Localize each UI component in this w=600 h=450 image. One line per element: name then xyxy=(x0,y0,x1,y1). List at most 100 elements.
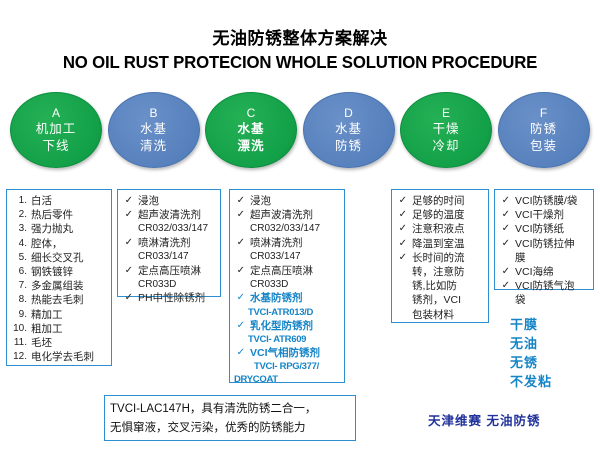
page-title-chinese: 无油防锈整体方案解决 xyxy=(212,29,388,48)
list-item: ✓ 长时间的流 xyxy=(396,251,485,265)
check-icon: ✓ xyxy=(124,195,133,206)
list-item-number: 3. xyxy=(18,223,27,235)
list-item: 10. 粗加工 xyxy=(11,322,108,336)
check-icon: ✓ xyxy=(236,292,245,304)
flow-node-letter: B xyxy=(149,105,158,120)
list-item-label: 喷淋清洗剂 xyxy=(138,236,191,249)
list-item-label: 长时间的流 xyxy=(412,251,465,264)
flow-node-letter: C xyxy=(246,105,256,120)
check-icon: ✓ xyxy=(501,209,510,221)
list-item-product-code: TVCI-ATR013/D xyxy=(248,306,314,318)
list-item-label: 乳化型防锈剂 xyxy=(250,319,313,332)
list-item-number: 6. xyxy=(18,266,27,278)
list-item: ✓ 足够的温度 xyxy=(396,208,485,222)
slogan-line: 干膜 xyxy=(510,317,539,332)
flow-node-label-line2: 冷却 xyxy=(432,138,460,153)
check-icon: ✓ xyxy=(398,237,407,249)
list-item: ✓ VCI气相防锈剂 xyxy=(234,346,341,360)
flow-node-letter: E xyxy=(441,105,450,120)
list-item-product-code: DRYCOAT xyxy=(234,373,278,385)
list-item-product-code: TVCI- ATR609 xyxy=(248,333,307,345)
list-item-subcode: CR033D xyxy=(250,278,289,290)
list-item-label: 电化学去毛刺 xyxy=(31,351,94,364)
page-title: 无油防锈整体方案解决 NO OIL RUST PROTECION WHOLE S… xyxy=(0,28,600,74)
list-item: ✓ 超声波清洗剂 xyxy=(122,208,217,222)
list-item: ✓ VCI防锈拉伸 xyxy=(499,237,590,251)
flow-node-label-line1: 机加工 xyxy=(35,121,77,136)
list-item-continuation: 转，注意防 xyxy=(412,266,465,279)
list-item: ✓ 注意积液点 xyxy=(396,222,485,236)
list-item-subcode: CR033/147 xyxy=(138,251,189,263)
list-item-label: 热后零件 xyxy=(31,209,73,222)
list-item: ✓ 乳化型防锈剂 xyxy=(234,319,341,333)
flow-node-label-line1: 防锈 xyxy=(529,121,557,136)
flow-node-a[interactable]: A 机加工 下线 xyxy=(10,92,102,168)
list-item-continuation: 锈,比如防 xyxy=(412,280,457,293)
flow-node-c[interactable]: C 水基漂洗 xyxy=(205,92,297,168)
list-item: ✓ VCI防锈膜/袋 xyxy=(499,194,590,208)
list-item-label: 降温到室温 xyxy=(412,237,465,250)
detail-box-b: ✓ 浸泡 ✓ 超声波清洗剂 CR032/033/147 ✓ 喷淋清洗剂 CR033/147 ✓ 定… xyxy=(117,189,221,304)
list-item: 4. 腔体， xyxy=(11,237,108,251)
check-icon: ✓ xyxy=(236,319,245,331)
list-item: ✓ 喷淋清洗剂 xyxy=(234,236,341,250)
list-item: 8. 热能去毛刺 xyxy=(11,293,108,307)
list-item: ✓ 降温到室温 xyxy=(396,237,485,251)
list-item-label: VCI防锈膜/袋 xyxy=(515,195,578,207)
list-item: ✓ VCI防锈纸 xyxy=(499,222,590,236)
list-item-number: 10. xyxy=(13,322,27,334)
list-item: ✓ 超声波清洗剂 xyxy=(234,208,341,222)
list-item-label: 注意积液点 xyxy=(412,223,465,236)
list-item-label: 足够的温度 xyxy=(412,209,465,222)
flow-node-d[interactable]: D 水基 防锈 xyxy=(302,92,395,168)
check-icon: ✓ xyxy=(398,195,407,206)
list-item-number: 1. xyxy=(18,195,27,206)
list-item-label: 浸泡 xyxy=(250,195,271,207)
list-item: 1. 白活 xyxy=(11,194,108,208)
check-icon: ✓ xyxy=(124,264,133,276)
list-item-label: 白活 xyxy=(31,195,52,207)
list-item: ✓ 水基防锈剂 xyxy=(234,291,341,305)
list-item-continuation: 袋 xyxy=(515,294,526,307)
list-item-label: 喷淋清洗剂 xyxy=(250,236,303,249)
list-item: 9. 精加工 xyxy=(11,308,108,322)
check-icon: ✓ xyxy=(124,236,133,248)
flow-node-label-line2: 漂洗 xyxy=(237,138,265,153)
flow-node-letter: A xyxy=(51,105,60,120)
flow-node-e[interactable]: E 干燥冷却 xyxy=(400,92,492,168)
page-title-english: NO OIL RUST PROTECION WHOLE SOLUTION PRO… xyxy=(62,52,538,72)
list-item-subcode: CR032/033/147 xyxy=(138,223,209,235)
list-item-number: 12. xyxy=(13,351,27,363)
list-item-label: 粗加工 xyxy=(31,322,63,335)
list-item: ✓ 喷淋清洗剂 xyxy=(122,236,217,250)
list-item-number: 2. xyxy=(18,209,27,221)
list-item: 11. 毛坯 xyxy=(11,336,108,350)
list-item: 12. 电化学去毛刺 xyxy=(11,350,108,364)
list-item-label: VCI防锈气泡 xyxy=(515,280,575,293)
list-item: 5. 细长交叉孔 xyxy=(11,251,108,265)
list-item-number: 11. xyxy=(13,337,27,349)
check-icon: ✓ xyxy=(501,237,510,249)
list-item-number: 5. xyxy=(18,251,27,263)
product-callout-box: TVCI-LAC147H，具有清洗防锈二合一， 无惧窜液，交叉污染，优秀的防锈能… xyxy=(104,395,356,441)
list-item: ✓ 定点高压喷淋 xyxy=(122,264,217,278)
list-item: ✓ VCI海绵 xyxy=(499,265,590,279)
flow-node-label-line2: 防锈 xyxy=(334,138,362,153)
list-item-label: 细长交叉孔 xyxy=(31,251,84,264)
list-item-label: 精加工 xyxy=(31,308,63,321)
company-signature: 天津维赛 无油防锈 xyxy=(428,414,541,428)
list-item-subcode: CR032/033/147 xyxy=(250,223,321,235)
flow-node-letter: F xyxy=(539,105,548,120)
flow-node-label-line1: 干燥 xyxy=(432,121,460,136)
list-item-label: 毛坯 xyxy=(31,337,52,350)
flow-node-label-line1: 水基 xyxy=(237,121,265,136)
flow-node-f[interactable]: F 防锈 包装 xyxy=(497,92,590,168)
flow-node-b[interactable]: B 水基 清洗 xyxy=(107,92,200,168)
list-item: ✓ 足够的时间 xyxy=(396,194,485,208)
detail-box-d: ✓ 足够的时间 ✓ 足够的温度 ✓ 注意积液点 ✓ 降温到室温 ✓ 长时间的流 转，注意防 锈,比如防… xyxy=(391,189,489,323)
check-icon: ✓ xyxy=(398,251,407,263)
list-item-label: 腔体， xyxy=(31,237,63,250)
list-item-label: 超声波清洗剂 xyxy=(138,209,201,222)
list-item-label: 超声波清洗剂 xyxy=(250,209,313,222)
check-icon: ✓ xyxy=(501,280,510,292)
